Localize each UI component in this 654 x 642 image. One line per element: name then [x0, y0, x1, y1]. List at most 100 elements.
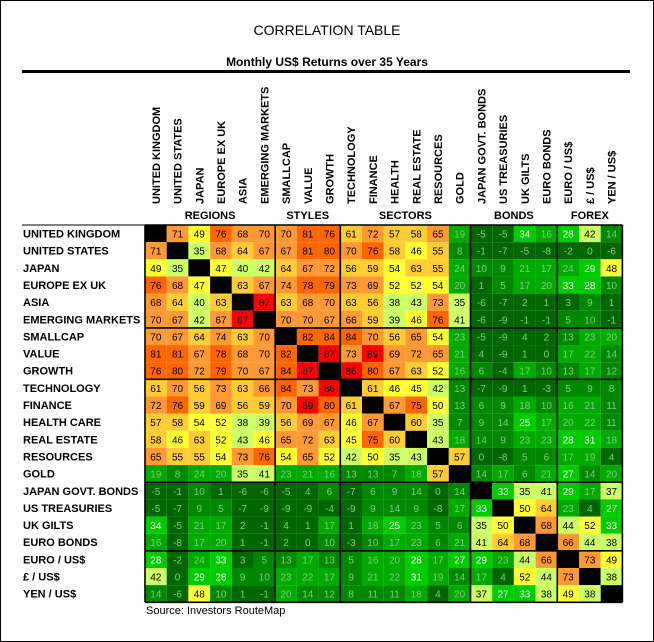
heatmap-cell — [231, 396, 254, 414]
heatmap-cell — [448, 568, 471, 586]
heatmap-cell — [296, 259, 319, 277]
row-label: SMALLCAP — [23, 331, 84, 343]
heatmap-cell — [253, 362, 276, 380]
heatmap-cell — [600, 310, 623, 328]
cell-value: 74 — [280, 281, 292, 292]
cell-value: 52 — [215, 418, 227, 429]
cell-value: 76 — [150, 281, 162, 292]
cell-value: 1 — [544, 298, 550, 309]
cell-value: 63 — [237, 332, 249, 343]
cell-value: 46 — [411, 247, 423, 258]
cell-value: 9 — [479, 418, 485, 429]
row-label: JAPAN GOVT. BONDS — [23, 486, 138, 498]
heatmap-cell — [579, 379, 601, 397]
heatmap-cell — [405, 310, 428, 328]
heatmap-cell — [231, 259, 254, 277]
cell-value: 64 — [280, 264, 292, 275]
cell-value: 9 — [348, 573, 354, 584]
heatmap-cell — [513, 482, 536, 500]
heatmap-cell — [579, 276, 601, 294]
heatmap-cell — [188, 550, 211, 568]
cell-value: 6 — [479, 367, 485, 378]
heatmap-cell — [296, 396, 319, 414]
heatmap-cell — [448, 225, 471, 243]
heatmap-cell — [188, 327, 211, 346]
heatmap-cell — [210, 516, 232, 534]
cell-value: 56 — [389, 332, 401, 343]
cell-value: 6 — [327, 487, 333, 498]
cell-value: -2 — [564, 247, 573, 258]
heatmap-cell — [470, 533, 493, 551]
heatmap-cell — [513, 242, 536, 260]
heatmap-cell — [600, 499, 623, 517]
column-label: HEALTH — [390, 160, 402, 204]
heatmap-cell — [188, 293, 211, 311]
heatmap-cell — [166, 345, 189, 363]
heatmap-cell — [470, 447, 493, 466]
cell-value: 61 — [346, 401, 358, 412]
cell-value: 67 — [324, 315, 336, 326]
cell-value: 21 — [194, 521, 206, 532]
cell-value: 80 — [172, 367, 184, 378]
heatmap-cell — [557, 568, 579, 586]
heatmap-cell — [296, 225, 319, 243]
cell-value: 4 — [522, 332, 528, 343]
heatmap-cell — [340, 430, 362, 448]
heatmap-cell — [513, 430, 536, 448]
heatmap-cell — [296, 362, 319, 380]
cell-value: 38 — [606, 538, 618, 549]
cell-value: 8 — [457, 247, 463, 258]
heatmap-cell — [513, 379, 536, 397]
cell-value: 16 — [367, 555, 379, 566]
cell-value: 16 — [454, 367, 466, 378]
cell-value: 22 — [302, 573, 314, 584]
heatmap-cell — [166, 585, 189, 603]
heatmap-cell — [513, 293, 536, 311]
heatmap-cell — [362, 396, 384, 414]
heatmap-cell — [448, 430, 471, 448]
heatmap-cell — [535, 242, 558, 260]
heatmap-cell — [405, 447, 428, 466]
cell-value: -6 — [477, 298, 486, 309]
heatmap-cell — [470, 550, 493, 568]
heatmap-cell — [340, 259, 362, 277]
heatmap-cell — [448, 242, 471, 260]
heatmap-cell — [296, 413, 319, 431]
heatmap-cell — [492, 430, 514, 448]
heatmap-cell — [188, 225, 211, 243]
cell-value: 44 — [541, 573, 553, 584]
heatmap-cell — [470, 225, 493, 243]
cell-value: 21 — [367, 573, 379, 584]
cell-value: 70 — [150, 315, 162, 326]
heatmap-cell — [427, 465, 449, 483]
cell-value: -6 — [173, 590, 182, 601]
heatmap-cell — [535, 585, 558, 603]
cell-value: 6 — [435, 538, 441, 549]
cell-value: 43 — [411, 298, 423, 309]
heatmap-cell — [600, 379, 623, 397]
cell-value: 13 — [563, 332, 575, 343]
cell-value: 10 — [476, 264, 488, 275]
cell-value: 0 — [587, 247, 593, 258]
cell-value: 86 — [346, 367, 358, 378]
heatmap-cell — [492, 533, 514, 551]
heatmap-cell — [492, 396, 514, 414]
heatmap-cell — [600, 345, 623, 363]
cell-value: 73 — [563, 573, 575, 584]
cell-value: 38 — [606, 573, 618, 584]
column-label: EURO / US$ — [563, 142, 575, 204]
heatmap-cell — [275, 465, 297, 483]
heatmap-cell — [579, 533, 601, 551]
heatmap-cell — [557, 345, 579, 363]
column-label: EMERGING MARKETS — [259, 87, 271, 204]
heatmap-cell — [557, 225, 579, 243]
cell-value: 6 — [544, 452, 550, 463]
heatmap-cell — [231, 310, 254, 328]
heatmap-cell — [318, 276, 341, 294]
cell-value: 54 — [280, 452, 292, 463]
cell-value: 10 — [541, 367, 553, 378]
cell-value: -9 — [347, 504, 356, 515]
heatmap-cell — [166, 225, 189, 243]
heatmap-cell — [535, 276, 558, 294]
heatmap-cell — [405, 430, 428, 448]
